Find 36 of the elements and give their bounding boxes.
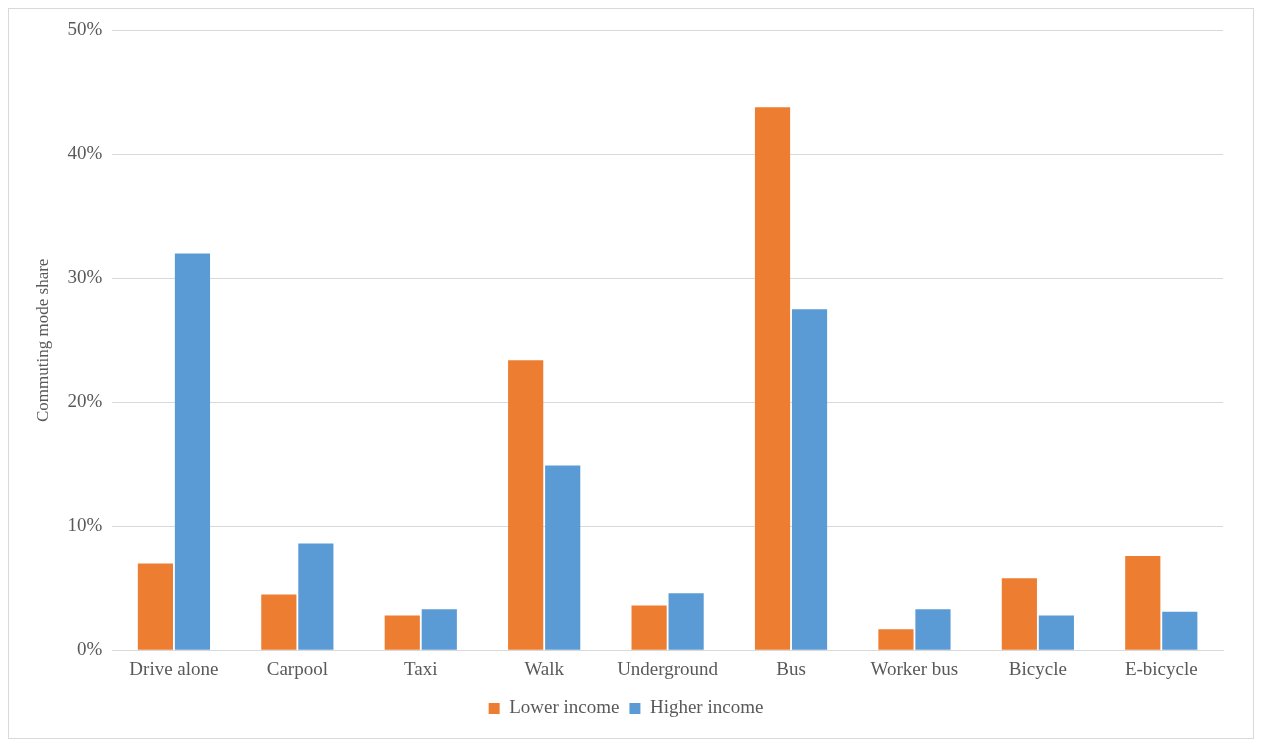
bar — [1038, 615, 1074, 650]
x-tick-label: Taxi — [404, 657, 438, 679]
bar — [915, 609, 951, 650]
y-tick-label: 10% — [67, 514, 103, 536]
bar — [1125, 555, 1161, 650]
bar — [545, 465, 581, 650]
bar — [261, 594, 297, 650]
bar — [878, 629, 914, 650]
bar — [754, 107, 791, 650]
x-tick-label: Worker bus — [870, 657, 959, 679]
bar — [791, 309, 828, 650]
bar — [174, 253, 211, 650]
bar — [137, 563, 174, 650]
bar — [631, 605, 667, 650]
y-tick-label: 0% — [76, 638, 103, 660]
y-axis-title: Commuting mode share — [32, 258, 52, 422]
y-tick-label: 20% — [67, 390, 103, 412]
x-tick-label: Bicycle — [1008, 657, 1067, 679]
legend-label: Lower income — [509, 696, 620, 718]
legend-label: Higher income — [649, 696, 764, 718]
x-tick-label: Carpool — [266, 657, 328, 679]
bar — [421, 609, 457, 650]
y-tick-label: 30% — [67, 266, 103, 288]
x-tick-label: Bus — [776, 657, 806, 679]
bar — [668, 593, 704, 650]
bar — [384, 615, 420, 650]
bar — [1162, 611, 1198, 650]
y-tick-label: 40% — [67, 142, 103, 164]
bar — [1001, 578, 1037, 650]
bar — [298, 543, 334, 650]
y-tick-label: 50% — [67, 18, 103, 40]
x-tick-label: Drive alone — [129, 657, 219, 679]
x-tick-label: Underground — [617, 657, 719, 679]
bar — [508, 360, 544, 650]
x-tick-label: E-bicycle — [1124, 657, 1198, 679]
x-tick-label: Walk — [524, 657, 565, 679]
